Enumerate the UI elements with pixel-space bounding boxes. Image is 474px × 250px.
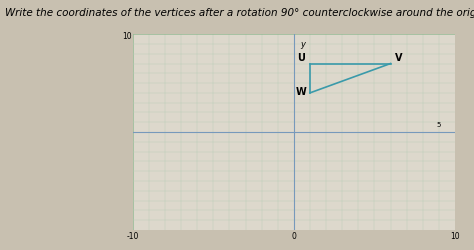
Text: Write the coordinates of the vertices after a rotation 90° counterclockwise arou: Write the coordinates of the vertices af… <box>5 8 474 18</box>
Text: U: U <box>297 52 305 62</box>
Text: W: W <box>295 86 306 97</box>
Text: 5: 5 <box>437 122 441 128</box>
Text: V: V <box>395 52 403 62</box>
Text: y: y <box>301 40 305 49</box>
